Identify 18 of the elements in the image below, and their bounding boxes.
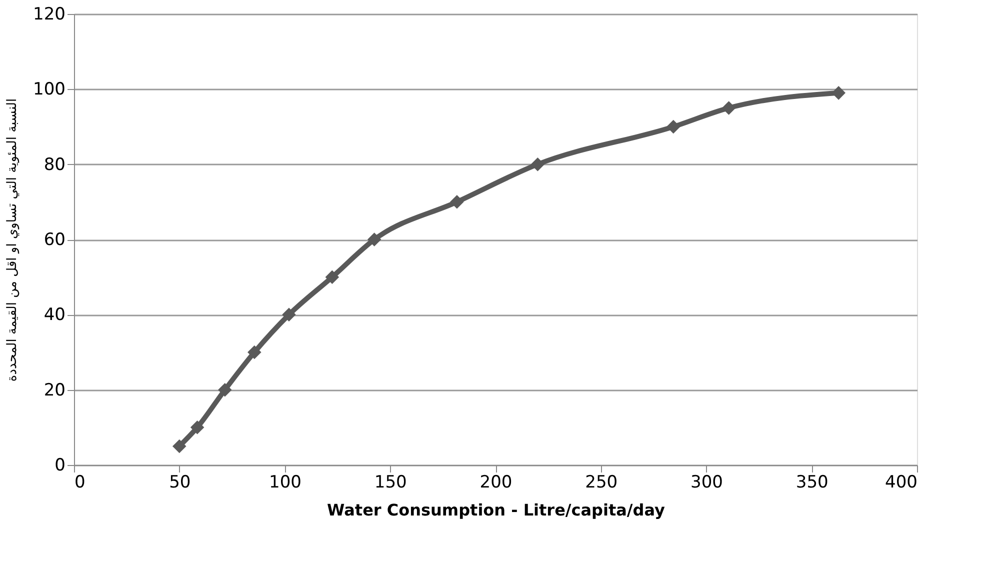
y-tick-label: 80 (44, 154, 66, 175)
y-tick-label: 40 (44, 305, 66, 326)
y-tick-label: 60 (44, 230, 66, 250)
x-tick-label: 100 (269, 472, 302, 492)
x-axis-title: Water Consumption - Litre/capita/day (327, 500, 666, 520)
y-axis-title: النسبة المئوية التي تساوي او اقل من القيمة المحددة (5, 98, 20, 382)
y-tick-label: 20 (44, 380, 66, 400)
x-tick-label: 400 (885, 472, 918, 492)
x-tick-label: 50 (169, 472, 191, 492)
y-tick-label: 100 (33, 80, 66, 100)
x-tick-label: 150 (374, 472, 407, 492)
x-tick-label: 350 (796, 472, 828, 492)
x-tick-label: 200 (480, 472, 512, 492)
y-tick-label: 120 (33, 4, 66, 24)
x-tick-label: 0 (74, 472, 86, 492)
y-tick-label: 0 (54, 456, 66, 476)
x-tick-label: 300 (690, 472, 723, 492)
x-tick-label: 250 (585, 472, 618, 492)
